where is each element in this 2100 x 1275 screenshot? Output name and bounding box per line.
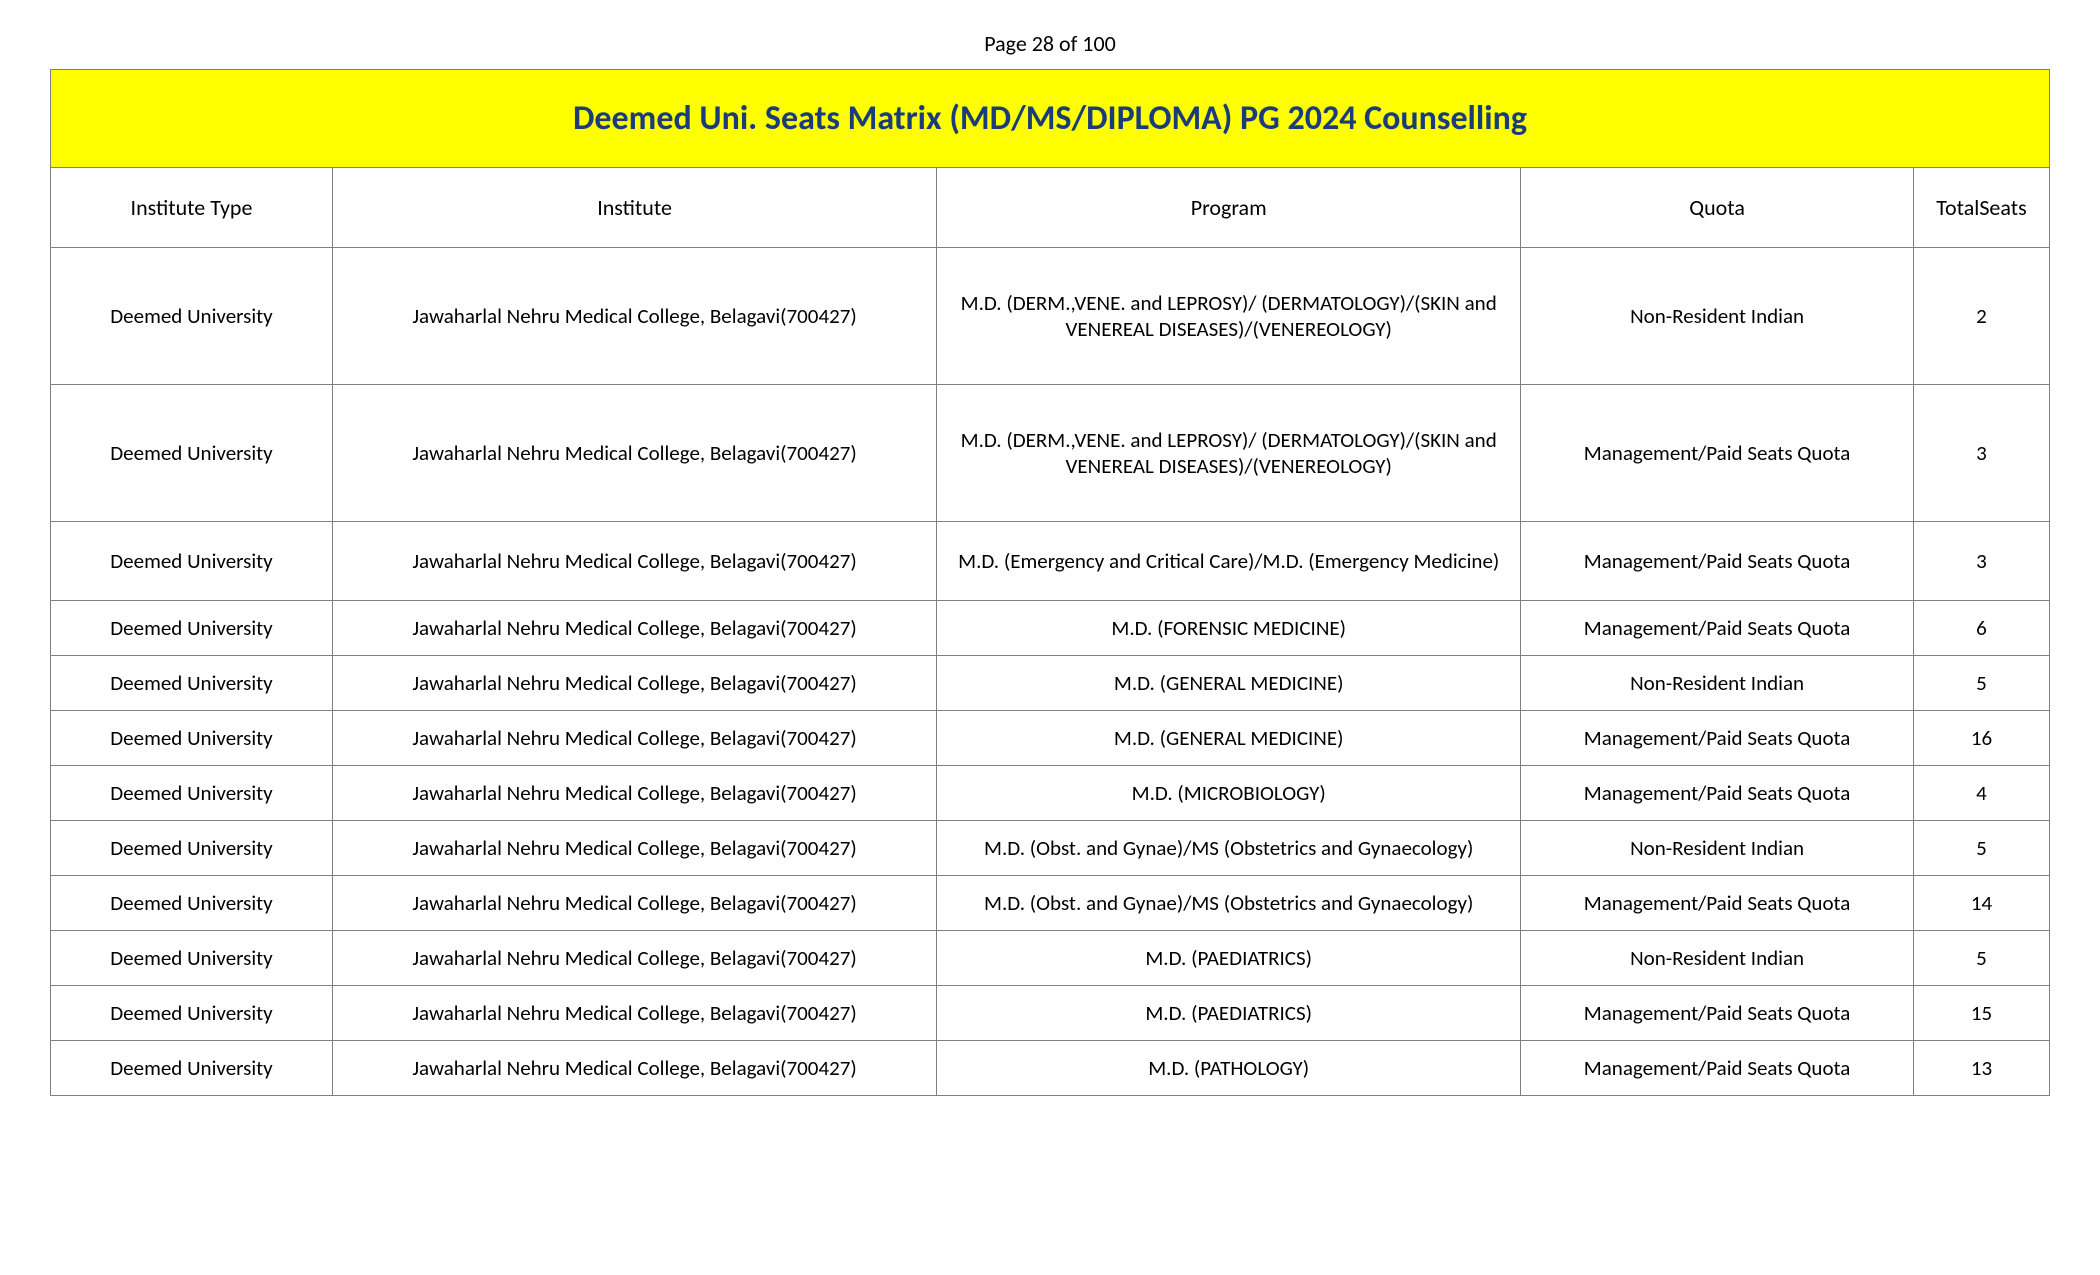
cell-institute_type: Deemed University xyxy=(51,876,333,931)
cell-total_seats: 15 xyxy=(1913,986,2049,1041)
cell-institute: Jawaharlal Nehru Medical College, Belaga… xyxy=(332,656,936,711)
cell-quota: Management/Paid Seats Quota xyxy=(1521,1041,1914,1096)
table-row: Deemed UniversityJawaharlal Nehru Medica… xyxy=(51,1041,2050,1096)
cell-institute_type: Deemed University xyxy=(51,766,333,821)
table-row: Deemed UniversityJawaharlal Nehru Medica… xyxy=(51,986,2050,1041)
cell-total_seats: 14 xyxy=(1913,876,2049,931)
cell-program: M.D. (DERM.,VENE. and LEPROSY)/ (DERMATO… xyxy=(937,248,1521,385)
page-number: Page 28 of 100 xyxy=(50,30,2050,57)
cell-institute: Jawaharlal Nehru Medical College, Belaga… xyxy=(332,821,936,876)
cell-total_seats: 4 xyxy=(1913,766,2049,821)
cell-institute: Jawaharlal Nehru Medical College, Belaga… xyxy=(332,876,936,931)
cell-total_seats: 5 xyxy=(1913,931,2049,986)
cell-program: M.D. (Obst. and Gynae)/MS (Obstetrics an… xyxy=(937,821,1521,876)
cell-program: M.D. (GENERAL MEDICINE) xyxy=(937,711,1521,766)
cell-total_seats: 3 xyxy=(1913,522,2049,601)
cell-quota: Management/Paid Seats Quota xyxy=(1521,601,1914,656)
table-row: Deemed UniversityJawaharlal Nehru Medica… xyxy=(51,522,2050,601)
cell-institute: Jawaharlal Nehru Medical College, Belaga… xyxy=(332,986,936,1041)
cell-quota: Management/Paid Seats Quota xyxy=(1521,766,1914,821)
table-row: Deemed UniversityJawaharlal Nehru Medica… xyxy=(51,821,2050,876)
cell-program: M.D. (PAEDIATRICS) xyxy=(937,931,1521,986)
cell-total_seats: 5 xyxy=(1913,656,2049,711)
cell-institute: Jawaharlal Nehru Medical College, Belaga… xyxy=(332,711,936,766)
cell-quota: Management/Paid Seats Quota xyxy=(1521,986,1914,1041)
cell-quota: Non-Resident Indian xyxy=(1521,656,1914,711)
table-row: Deemed UniversityJawaharlal Nehru Medica… xyxy=(51,656,2050,711)
table-title: Deemed Uni. Seats Matrix (MD/MS/DIPLOMA)… xyxy=(51,70,2050,168)
cell-institute_type: Deemed University xyxy=(51,522,333,601)
table-row: Deemed UniversityJawaharlal Nehru Medica… xyxy=(51,711,2050,766)
table-row: Deemed UniversityJawaharlal Nehru Medica… xyxy=(51,876,2050,931)
cell-institute_type: Deemed University xyxy=(51,601,333,656)
table-row: Deemed UniversityJawaharlal Nehru Medica… xyxy=(51,248,2050,385)
cell-program: M.D. (Emergency and Critical Care)/M.D. … xyxy=(937,522,1521,601)
cell-institute_type: Deemed University xyxy=(51,986,333,1041)
cell-institute_type: Deemed University xyxy=(51,656,333,711)
cell-institute: Jawaharlal Nehru Medical College, Belaga… xyxy=(332,931,936,986)
col-header-total-seats: TotalSeats xyxy=(1913,168,2049,248)
cell-total_seats: 13 xyxy=(1913,1041,2049,1096)
cell-institute_type: Deemed University xyxy=(51,821,333,876)
cell-institute: Jawaharlal Nehru Medical College, Belaga… xyxy=(332,248,936,385)
cell-total_seats: 5 xyxy=(1913,821,2049,876)
col-header-quota: Quota xyxy=(1521,168,1914,248)
cell-quota: Management/Paid Seats Quota xyxy=(1521,522,1914,601)
cell-quota: Management/Paid Seats Quota xyxy=(1521,711,1914,766)
cell-institute_type: Deemed University xyxy=(51,248,333,385)
cell-institute_type: Deemed University xyxy=(51,931,333,986)
cell-total_seats: 3 xyxy=(1913,385,2049,522)
page-wrapper: Page 28 of 100 Deemed Uni. Seats Matrix … xyxy=(0,0,2100,1126)
cell-institute: Jawaharlal Nehru Medical College, Belaga… xyxy=(332,766,936,821)
table-row: Deemed UniversityJawaharlal Nehru Medica… xyxy=(51,601,2050,656)
cell-institute: Jawaharlal Nehru Medical College, Belaga… xyxy=(332,1041,936,1096)
col-header-program: Program xyxy=(937,168,1521,248)
table-row: Deemed UniversityJawaharlal Nehru Medica… xyxy=(51,931,2050,986)
cell-program: M.D. (FORENSIC MEDICINE) xyxy=(937,601,1521,656)
cell-program: M.D. (DERM.,VENE. and LEPROSY)/ (DERMATO… xyxy=(937,385,1521,522)
cell-program: M.D. (MICROBIOLOGY) xyxy=(937,766,1521,821)
table-row: Deemed UniversityJawaharlal Nehru Medica… xyxy=(51,385,2050,522)
col-header-institute-type: Institute Type xyxy=(51,168,333,248)
table-row: Deemed UniversityJawaharlal Nehru Medica… xyxy=(51,766,2050,821)
cell-program: M.D. (PAEDIATRICS) xyxy=(937,986,1521,1041)
seats-table: Deemed Uni. Seats Matrix (MD/MS/DIPLOMA)… xyxy=(50,69,2050,1096)
cell-total_seats: 2 xyxy=(1913,248,2049,385)
title-row: Deemed Uni. Seats Matrix (MD/MS/DIPLOMA)… xyxy=(51,70,2050,168)
cell-institute_type: Deemed University xyxy=(51,711,333,766)
cell-total_seats: 16 xyxy=(1913,711,2049,766)
cell-institute: Jawaharlal Nehru Medical College, Belaga… xyxy=(332,385,936,522)
cell-total_seats: 6 xyxy=(1913,601,2049,656)
cell-institute_type: Deemed University xyxy=(51,385,333,522)
cell-quota: Management/Paid Seats Quota xyxy=(1521,385,1914,522)
cell-quota: Non-Resident Indian xyxy=(1521,248,1914,385)
cell-program: M.D. (PATHOLOGY) xyxy=(937,1041,1521,1096)
cell-quota: Management/Paid Seats Quota xyxy=(1521,876,1914,931)
cell-institute: Jawaharlal Nehru Medical College, Belaga… xyxy=(332,522,936,601)
cell-program: M.D. (GENERAL MEDICINE) xyxy=(937,656,1521,711)
col-header-institute: Institute xyxy=(332,168,936,248)
header-row: Institute Type Institute Program Quota T… xyxy=(51,168,2050,248)
table-body: Deemed UniversityJawaharlal Nehru Medica… xyxy=(51,248,2050,1096)
cell-quota: Non-Resident Indian xyxy=(1521,821,1914,876)
cell-quota: Non-Resident Indian xyxy=(1521,931,1914,986)
cell-institute: Jawaharlal Nehru Medical College, Belaga… xyxy=(332,601,936,656)
cell-institute_type: Deemed University xyxy=(51,1041,333,1096)
cell-program: M.D. (Obst. and Gynae)/MS (Obstetrics an… xyxy=(937,876,1521,931)
